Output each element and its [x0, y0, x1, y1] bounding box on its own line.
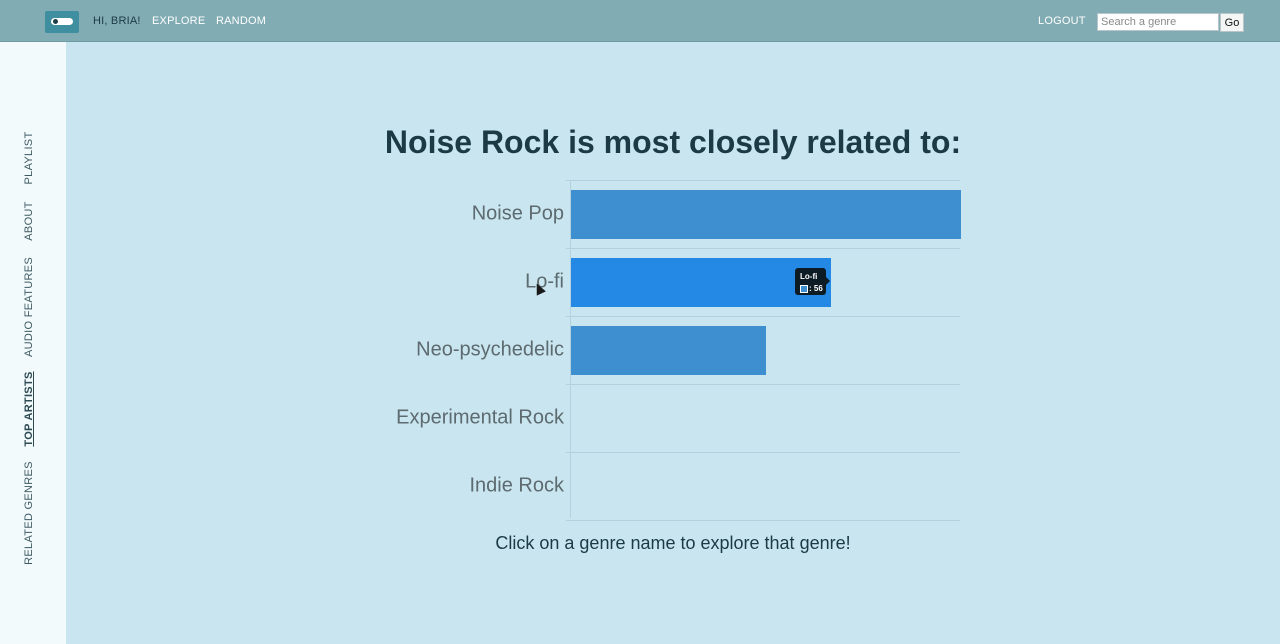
bar-tooltip: Lo-fi : 56	[795, 268, 830, 295]
chart-gridline	[566, 384, 960, 385]
chart-gridline	[566, 248, 960, 249]
chart-gridline	[566, 180, 960, 181]
chart-caption: Click on a genre name to explore that ge…	[495, 533, 851, 553]
cassette-reel	[53, 19, 58, 24]
tooltip-value: : 56	[809, 284, 823, 293]
cassette-tape-window	[51, 18, 73, 25]
top-nav-bar: HI, BRIA! EXPLORE RANDOM LOGOUT Go	[0, 0, 1280, 42]
sidebar-item-audio-features[interactable]: AUDIO FEATURES	[23, 257, 35, 357]
genre-search-input[interactable]	[1097, 13, 1219, 31]
nav-random-link[interactable]: RANDOM	[216, 15, 267, 27]
nav-explore-link[interactable]: EXPLORE	[152, 15, 206, 27]
sidebar-item-related-genres[interactable]: RELATED GENRES	[23, 461, 35, 565]
page-title: Noise Rock is most closely related to:	[384, 124, 962, 160]
chart-gridline	[566, 520, 960, 521]
genre-label[interactable]: Noise Pop	[471, 202, 564, 225]
nav-logout-link[interactable]: LOGOUT	[1038, 15, 1086, 27]
sidebar-item-top-artists[interactable]: TOP ARTISTS	[23, 371, 35, 447]
genre-label[interactable]: Neo-psychedelic	[416, 338, 564, 361]
sidebar-item-about[interactable]: ABOUT	[23, 201, 35, 241]
genre-label[interactable]: Lo-fi	[525, 270, 564, 293]
sidebar-item-playlist[interactable]: PLAYLIST	[23, 131, 35, 185]
search-go-button[interactable]: Go	[1220, 13, 1244, 32]
genre-label[interactable]: Indie Rock	[469, 474, 565, 497]
tooltip-category: Lo-fi	[800, 272, 818, 281]
cassette-logo-icon[interactable]	[45, 11, 79, 33]
genre-bar[interactable]	[571, 258, 831, 307]
tooltip-swatch	[800, 284, 808, 293]
chart-gridline	[566, 316, 960, 317]
genre-label[interactable]: Experimental Rock	[396, 406, 564, 429]
genre-bar[interactable]	[571, 326, 766, 375]
chart-gridline	[566, 452, 960, 453]
section-sidebar: PLAYLIST ABOUT AUDIO FEATURES TOP ARTIST…	[0, 42, 66, 644]
genre-bar[interactable]	[571, 190, 961, 239]
user-greeting: HI, BRIA!	[93, 15, 141, 27]
